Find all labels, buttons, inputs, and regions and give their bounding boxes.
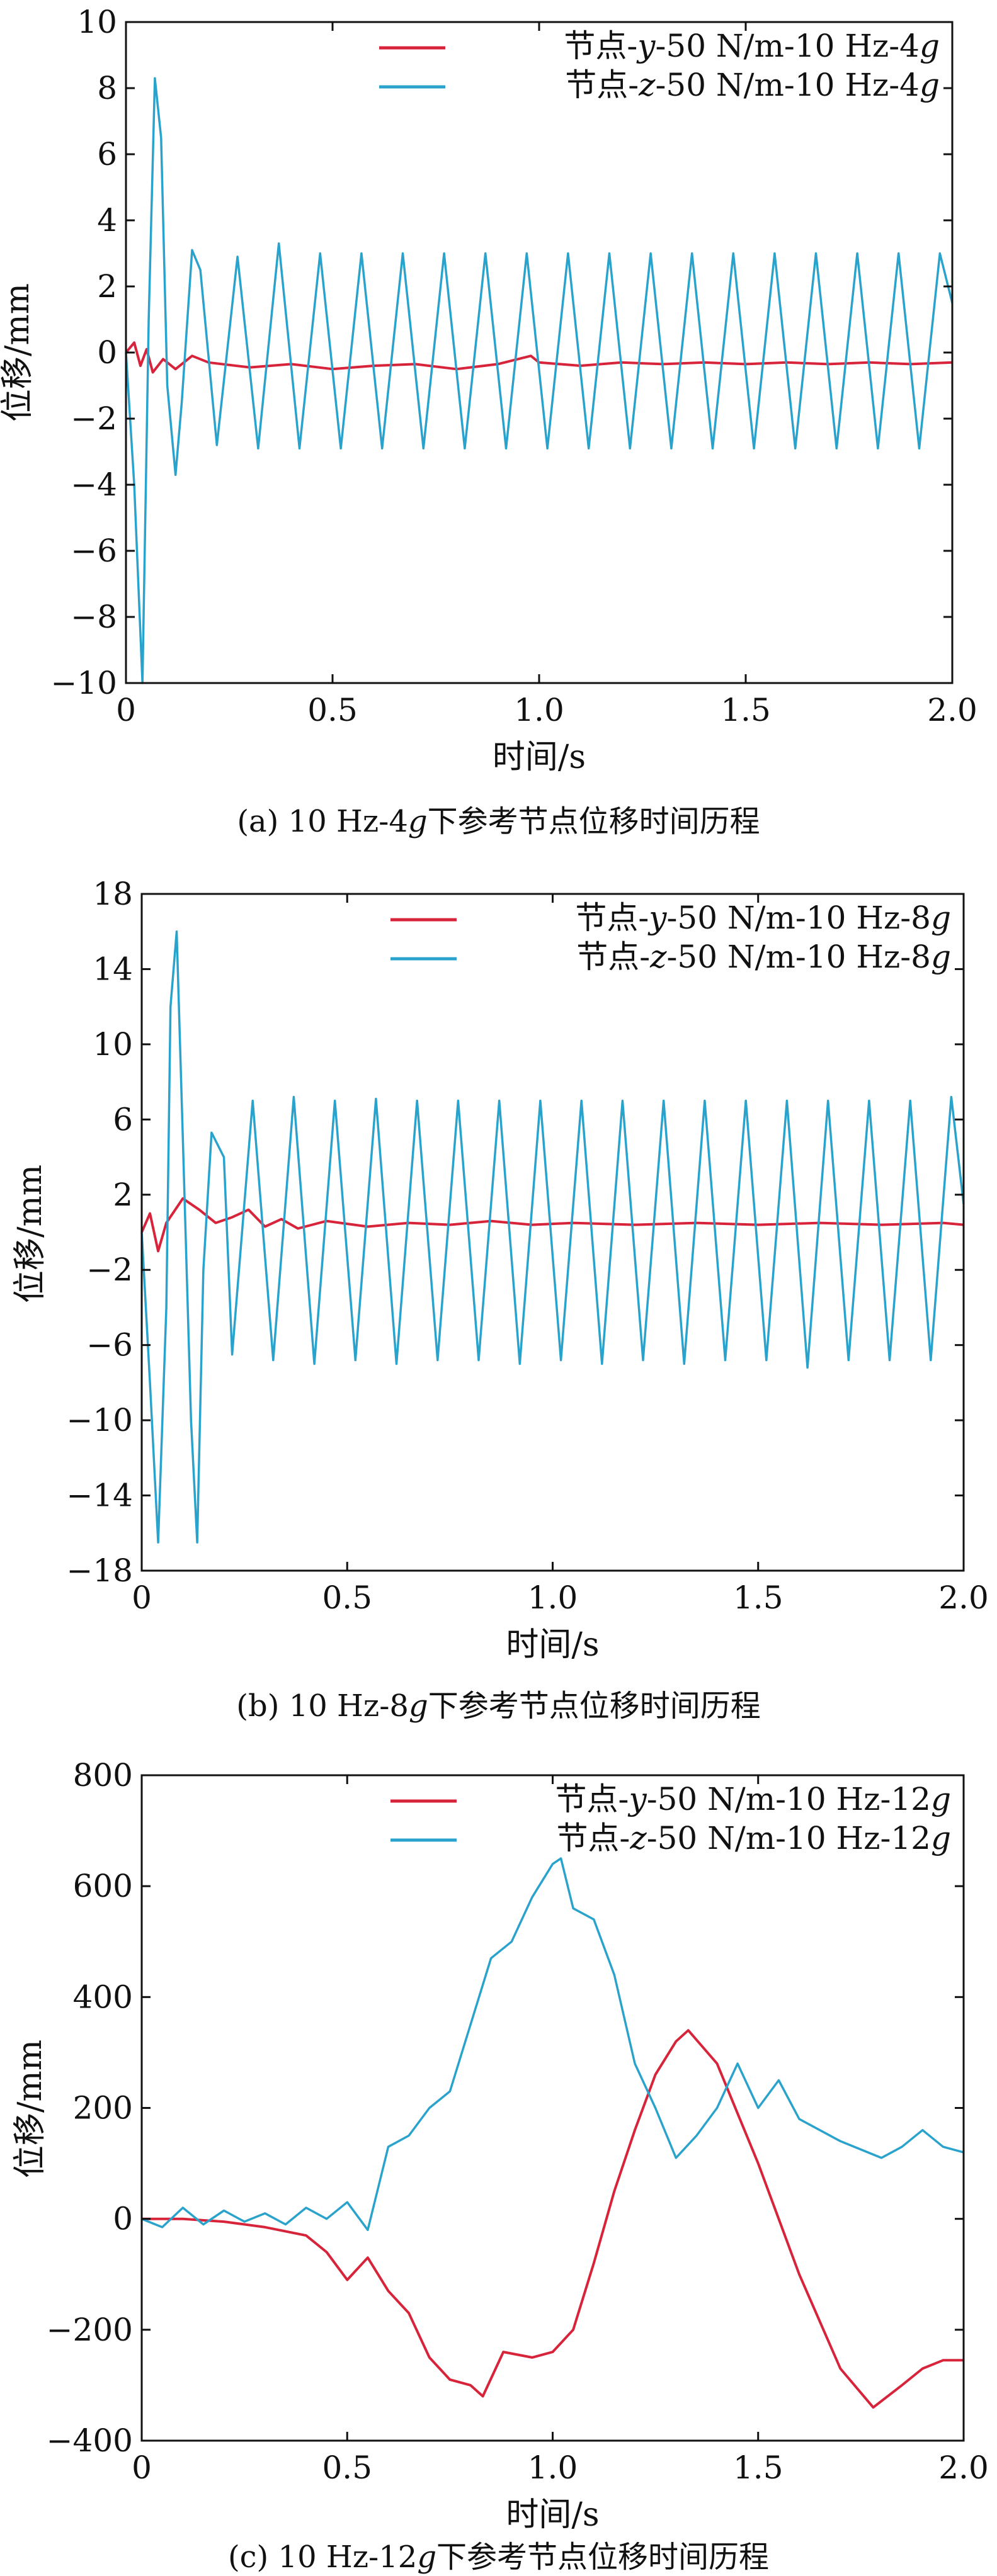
chart-b-y-tick-label: 2 — [113, 1177, 133, 1213]
chart-b-x-tick-label: 2.0 — [938, 1579, 989, 1616]
chart-c-y-tick-label: −200 — [47, 2312, 133, 2348]
chart-a-svg: 0 0.5 1.0 1.5 2.0 −10 −8 −6 −4 −2 0 2 4 6 8 10 时间/s 位移/mm… — [0, 4, 977, 776]
chart-c-y-tick-label: 0 — [113, 2201, 133, 2237]
chart-b-y-tick-label: −10 — [66, 1402, 133, 1438]
chart-b-y-axis-label: 位移/mm — [11, 1165, 49, 1303]
chart-c-legend-label-z: 节点-z-50 N/m-10 Hz-12g — [556, 1820, 951, 1856]
chart-c-x-tick-label: 0 — [132, 2449, 152, 2486]
chart-b-y-tick-label: −18 — [66, 1552, 133, 1589]
chart-b-x-tick-label: 1.0 — [528, 1579, 578, 1616]
chart-b-plot-frame — [140, 893, 965, 1572]
chart-c-y-tick-label: 800 — [73, 1757, 133, 1794]
chart-b-series-z-line — [140, 930, 965, 1544]
chart-a-y-axis-label: 位移/mm — [0, 283, 37, 422]
chart-b-y-tick-label: 10 — [93, 1026, 133, 1063]
chart-a-y-tick-label: 10 — [77, 4, 117, 40]
chart-a-y-tick-label: 6 — [97, 136, 117, 172]
chart-a-legend-label-z: 节点-z-50 N/m-10 Hz-4g — [565, 67, 940, 103]
chart-a-x-axis-label: 时间/s — [493, 738, 586, 776]
chart-b-svg: 0 0.5 1.0 1.5 2.0 −18 −14 −10 −6 −2 2 6 10 14 18 时间/s 位移… — [11, 876, 989, 1664]
chart-c-x-tick-label: 1.0 — [528, 2449, 578, 2486]
chart-a-x-tick-label: 1.5 — [721, 692, 771, 728]
chart-a-y-tick-label: −2 — [71, 400, 117, 437]
chart-a-x-tick-label: 0 — [116, 692, 136, 728]
chart-b-y-tick-label: −2 — [86, 1251, 133, 1288]
chart-c-x-tick-label: 2.0 — [938, 2449, 989, 2486]
chart-c-legend-label-y: 节点-y-50 N/m-10 Hz-12g — [555, 1781, 951, 1817]
chart-c-y-tick-label: −400 — [47, 2422, 133, 2459]
chart-b-legend-label-y: 节点-y-50 N/m-10 Hz-8g — [575, 900, 951, 936]
chart-a-series-y-line — [125, 341, 953, 374]
chart-b-y-tick-label: 18 — [93, 876, 133, 912]
chart-b-x-tick-label: 1.5 — [733, 1579, 783, 1616]
chart-c-x-tick-label: 1.5 — [733, 2449, 783, 2486]
chart-c-series-z-line — [141, 1857, 964, 2232]
chart-c-y-tick-label: 600 — [73, 1868, 133, 1904]
chart-a-legend-label-y: 节点-y-50 N/m-10 Hz-4g — [564, 28, 940, 64]
chart-c-series-y-line — [142, 2029, 964, 2409]
chart-c-svg: 0 0.5 1.0 1.5 2.0 −400 −200 0 200 400 600 800 时间/s 位移… — [11, 1757, 989, 2534]
chart-b-y-tick-label: 14 — [93, 951, 133, 987]
chart-a-x-tick-label: 0.5 — [307, 692, 358, 728]
chart-c-y-axis-label: 位移/mm — [11, 2040, 49, 2178]
chart-panel-b: 0 0.5 1.0 1.5 2.0 −18 −14 −10 −6 −2 2 6 10 14 18 时间/s 位移… — [0, 856, 997, 1725]
chart-c-x-tick-label: 0.5 — [322, 2449, 372, 2486]
chart-c-x-axis-label: 时间/s — [506, 2496, 599, 2534]
chart-c-caption: (c) 10 Hz-12g下参考节点位移时间历程 — [227, 2539, 770, 2575]
chart-c-plot-frame — [140, 1774, 965, 2442]
chart-a-caption: (a) 10 Hz-4g下参考节点位移时间历程 — [237, 804, 760, 839]
chart-a-x-tick-label: 1.0 — [514, 692, 564, 728]
chart-a-x-tick-label: 2.0 — [927, 692, 977, 728]
chart-b-x-tick-label: 0 — [132, 1579, 152, 1616]
chart-a-y-tick-label: −4 — [71, 466, 117, 503]
chart-a-y-tick-label: 0 — [97, 334, 117, 371]
chart-b-x-tick-label: 0.5 — [322, 1579, 372, 1616]
chart-a-y-tick-label: 2 — [97, 268, 117, 305]
chart-c-y-tick-label: 400 — [73, 1979, 133, 2015]
chart-b-y-tick-label: 6 — [113, 1101, 133, 1138]
chart-b-x-axis-label: 时间/s — [506, 1626, 599, 1664]
chart-a-plot-frame — [125, 21, 954, 684]
chart-a-y-tick-label: 4 — [97, 202, 117, 239]
chart-a-series-z-line — [125, 77, 954, 684]
chart-a-y-tick-label: 8 — [97, 70, 117, 106]
chart-b-legend-label-z: 节点-z-50 N/m-10 Hz-8g — [576, 939, 951, 975]
chart-panel-c: 0 0.5 1.0 1.5 2.0 −400 −200 0 200 400 600 800 时间/s 位移… — [0, 1737, 997, 2576]
chart-a-y-tick-label: −6 — [71, 533, 117, 569]
chart-b-y-tick-label: −14 — [66, 1477, 133, 1514]
chart-a-y-tick-label: −8 — [71, 599, 117, 635]
chart-a-y-tick-label: −10 — [50, 665, 117, 701]
chart-c-y-tick-label: 200 — [73, 2090, 133, 2127]
chart-panel-a: 0 0.5 1.0 1.5 2.0 −10 −8 −6 −4 −2 0 2 4 6 8 10 时间/s 位移/mm… — [0, 0, 997, 844]
chart-b-caption: (b) 10 Hz-8g下参考节点位移时间历程 — [236, 1688, 761, 1724]
chart-b-y-tick-label: −6 — [86, 1327, 133, 1364]
